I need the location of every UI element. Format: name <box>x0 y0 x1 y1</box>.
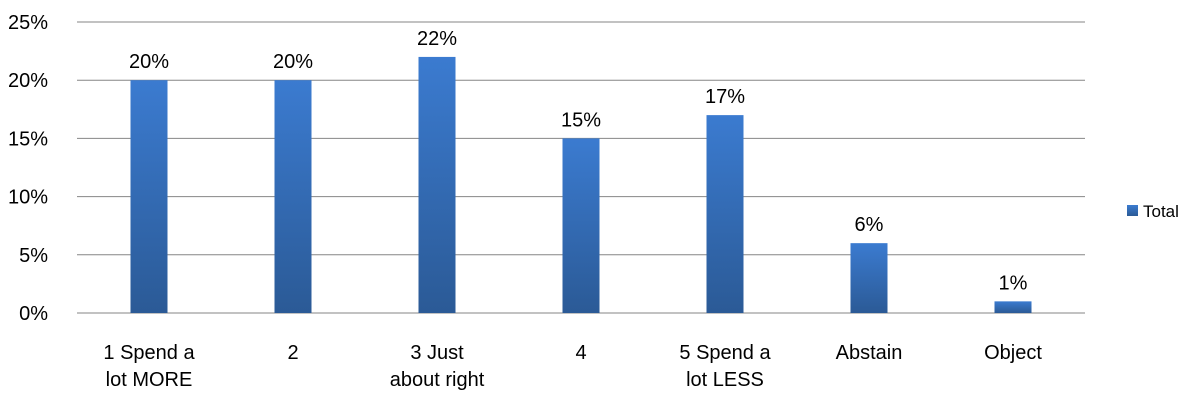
bar <box>274 80 312 313</box>
legend-label-total: Total <box>1143 202 1179 221</box>
category-label: 3 Just <box>410 342 464 364</box>
bars <box>130 56 1032 314</box>
bar <box>562 138 600 313</box>
legend: Total <box>1127 202 1179 221</box>
data-label: 20% <box>129 51 169 73</box>
bar <box>130 80 168 313</box>
data-label: 20% <box>273 51 313 73</box>
category-label: 1 Spend a <box>103 342 195 364</box>
y-tick-label: 25% <box>8 12 48 34</box>
y-tick-label: 0% <box>19 303 48 325</box>
data-label: 1% <box>999 272 1028 294</box>
y-tick-label: 5% <box>19 245 48 267</box>
category-label: Object <box>984 342 1042 364</box>
y-tick-label: 10% <box>8 187 48 209</box>
category-label: lot LESS <box>686 369 764 391</box>
category-label: about right <box>390 369 485 391</box>
data-label: 22% <box>417 28 457 50</box>
data-label: 6% <box>855 214 884 236</box>
data-label: 15% <box>561 109 601 131</box>
bar <box>418 56 456 314</box>
legend-swatch-total <box>1127 205 1138 216</box>
data-labels: 20% 20% 22% 15% 17% 6% 1% <box>129 28 1028 294</box>
data-label: 17% <box>705 86 745 108</box>
y-axis-ticks: 0% 5% 10% 15% 20% 25% <box>8 12 48 325</box>
category-label: 2 <box>287 342 298 364</box>
x-axis-categories: 1 Spend a lot MORE 2 3 Just about right 4 5 Sp… <box>103 342 1042 391</box>
y-tick-label: 20% <box>8 70 48 92</box>
category-label: 5 Spend a <box>679 342 771 364</box>
category-label: lot MORE <box>106 369 193 391</box>
bar <box>850 243 888 313</box>
category-label: Abstain <box>836 342 903 364</box>
category-label: 4 <box>575 342 586 364</box>
bar <box>994 301 1032 313</box>
bar <box>706 115 744 314</box>
y-tick-label: 15% <box>8 128 48 150</box>
